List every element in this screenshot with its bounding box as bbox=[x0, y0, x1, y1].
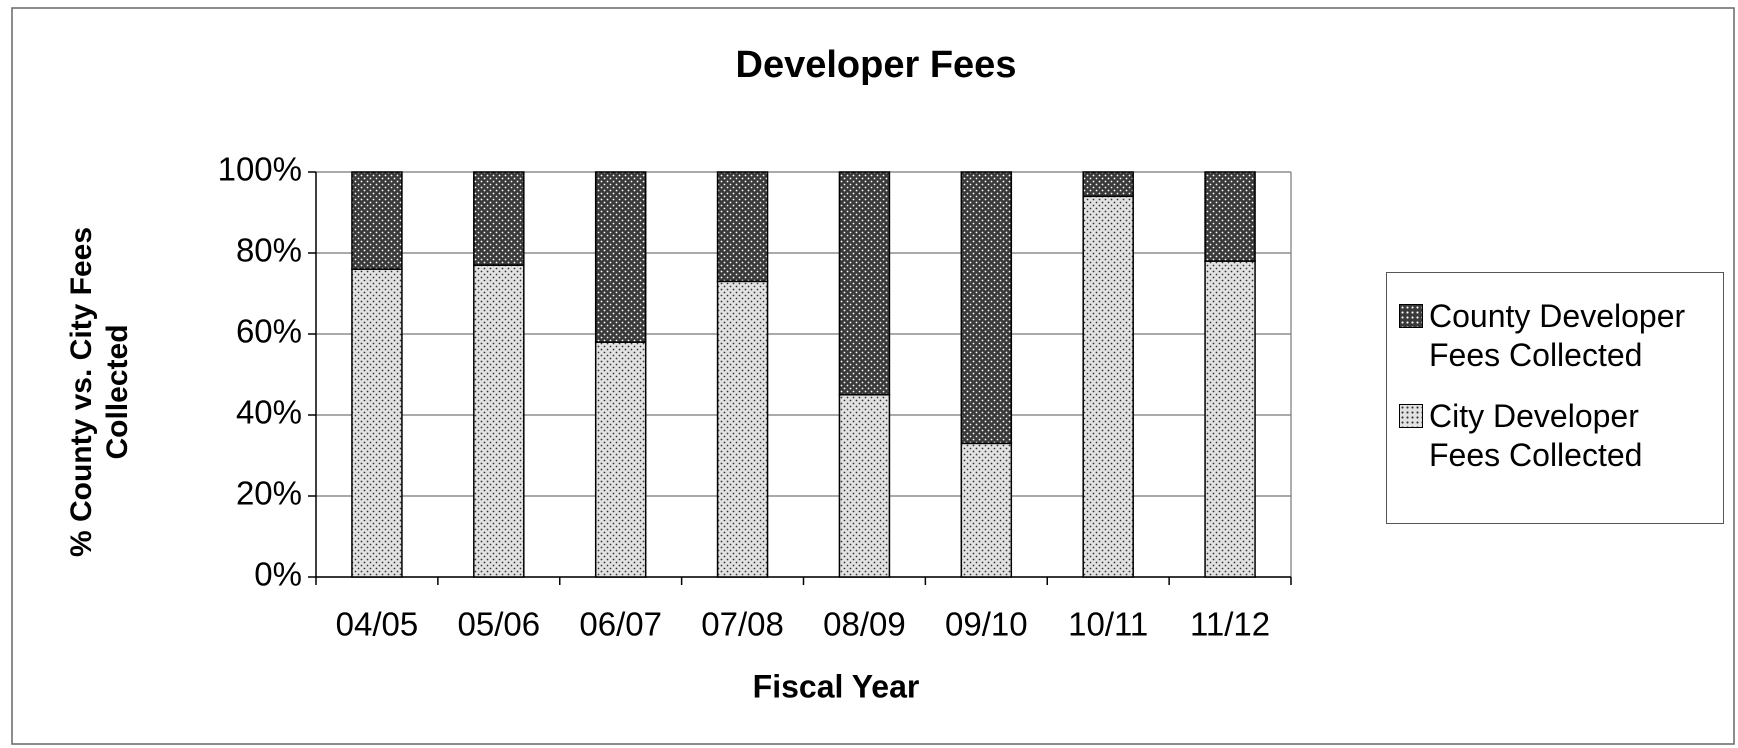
x-tick-label: 10/11 bbox=[1068, 606, 1148, 643]
bar-segment bbox=[1082, 171, 1134, 198]
y-tick-label: 20% bbox=[236, 475, 302, 512]
y-tick-label: 60% bbox=[236, 313, 302, 350]
legend-label: City Developer Fees Collected bbox=[1429, 398, 1643, 473]
y-axis-title: % County vs. City Fees Collected bbox=[65, 226, 134, 558]
legend-item: City Developer Fees Collected bbox=[1399, 397, 1715, 475]
x-axis-title: Fiscal Year bbox=[753, 668, 920, 704]
bar-segment bbox=[716, 171, 769, 283]
legend-item: County Developer Fees Collected bbox=[1399, 297, 1715, 375]
y-tick-label: 40% bbox=[236, 394, 302, 431]
y-tick-label: 80% bbox=[236, 232, 302, 269]
x-tick-label: 09/10 bbox=[945, 606, 1028, 643]
bar-segment bbox=[1204, 260, 1256, 578]
bar-segment bbox=[1082, 195, 1134, 578]
x-tick-label: 04/05 bbox=[336, 606, 419, 643]
legend: County Developer Fees Collected City Deve… bbox=[1386, 272, 1724, 524]
legend-swatch bbox=[1399, 404, 1423, 428]
chart-title: Developer Fees bbox=[736, 44, 1017, 86]
bar-segment bbox=[351, 268, 403, 578]
legend-label: County Developer Fees Collected bbox=[1429, 298, 1686, 373]
y-tick-label: 100% bbox=[218, 151, 302, 188]
bar-segment bbox=[594, 341, 647, 578]
chart-frame bbox=[11, 7, 1735, 745]
bar-segment bbox=[716, 280, 769, 578]
bar-segment bbox=[473, 171, 525, 266]
bar-segment bbox=[351, 171, 403, 270]
bar-segment bbox=[960, 442, 1013, 578]
bar-segment bbox=[838, 171, 891, 396]
x-tick-label: 07/08 bbox=[701, 606, 784, 643]
x-tick-label: 05/06 bbox=[458, 606, 541, 643]
bar-segment bbox=[960, 171, 1013, 445]
x-tick-label: 08/09 bbox=[823, 606, 906, 643]
x-tick-label: 11/12 bbox=[1190, 606, 1270, 643]
bar-segment bbox=[594, 171, 647, 343]
x-tick-label: 06/07 bbox=[579, 606, 662, 643]
bar-segment bbox=[473, 264, 525, 578]
bar-segment bbox=[1204, 171, 1256, 262]
legend-swatch bbox=[1399, 304, 1423, 328]
y-tick-label: 0% bbox=[254, 556, 302, 593]
bar-segment bbox=[838, 394, 891, 578]
